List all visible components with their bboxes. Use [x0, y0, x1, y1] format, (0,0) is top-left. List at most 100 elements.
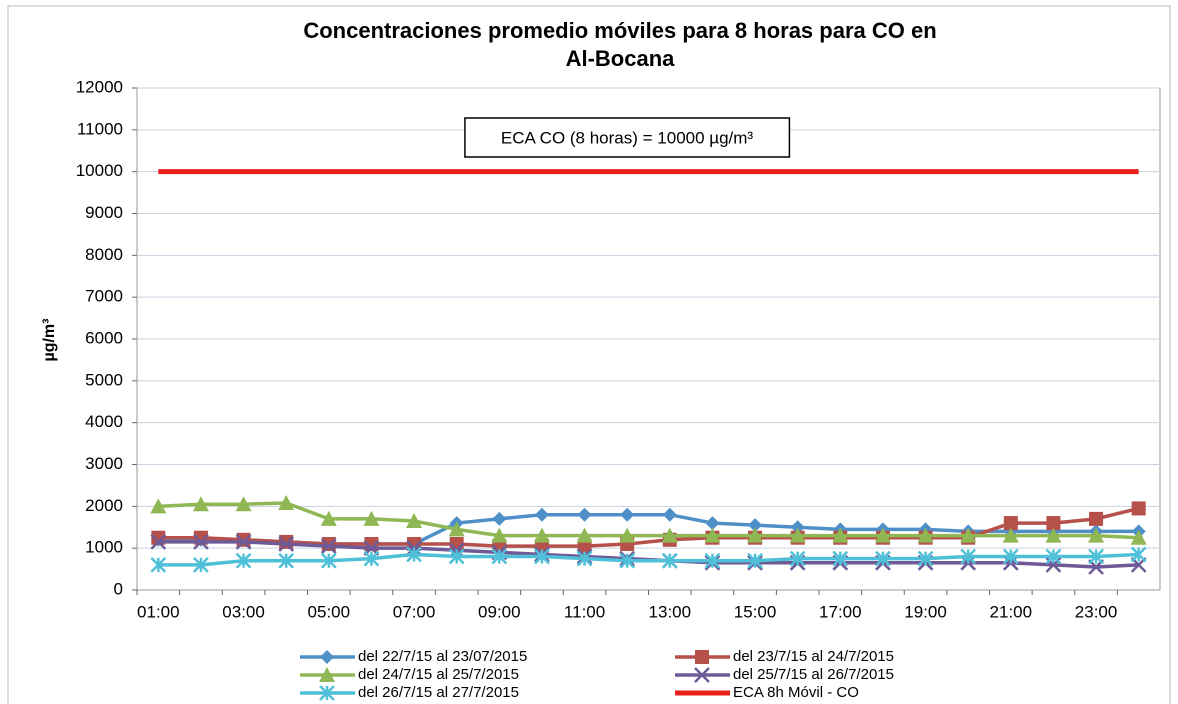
marker	[789, 550, 806, 567]
marker	[694, 667, 710, 683]
marker	[320, 650, 334, 664]
y-tick-label: 7000	[85, 287, 123, 306]
legend-label: del 22/7/15 al 23/07/2015	[358, 648, 527, 665]
marker	[279, 534, 294, 549]
legend-label: del 25/7/15 al 26/7/2015	[733, 666, 894, 683]
y-tick-label: 1000	[85, 538, 123, 557]
y-tick-label: 9000	[85, 203, 123, 222]
marker	[576, 527, 593, 543]
marker	[193, 534, 209, 550]
marker	[1046, 516, 1061, 531]
marker	[406, 546, 422, 563]
marker	[704, 527, 721, 543]
legend-item: del 25/7/15 al 26/7/2015	[675, 666, 894, 683]
legend-label: ECA 8h Móvil - CO	[733, 684, 859, 701]
marker	[320, 510, 337, 526]
legend-item: del 22/7/15 al 23/07/2015	[300, 648, 527, 665]
marker	[577, 507, 592, 522]
marker	[1088, 548, 1104, 565]
legend-label: del 23/7/15 al 24/7/2015	[733, 648, 894, 665]
x-tick-label: 15:00	[734, 602, 777, 621]
annotation: ECA CO (8 horas) = 10000 µg/m³	[501, 128, 753, 147]
marker	[620, 507, 635, 522]
x-tick-label: 09:00	[478, 602, 521, 621]
marker	[705, 516, 720, 531]
marker	[320, 538, 337, 554]
marker	[150, 557, 167, 573]
series-line	[158, 540, 1139, 569]
y-tick-label: 3000	[85, 454, 123, 473]
marker	[1045, 527, 1062, 543]
legend-label: del 24/7/15 al 25/7/2015	[358, 666, 519, 683]
marker	[960, 548, 977, 565]
marker	[491, 548, 508, 565]
marker	[492, 511, 507, 526]
y-tick-label: 4000	[85, 412, 123, 431]
marker	[448, 521, 465, 537]
chart-title: Al-Bocana	[566, 46, 676, 71]
legend-item: del 23/7/15 al 24/7/2015	[675, 648, 894, 665]
marker	[619, 527, 636, 543]
marker	[832, 550, 849, 567]
x-tick-label: 21:00	[990, 602, 1033, 621]
marker	[917, 527, 934, 543]
marker	[917, 550, 934, 567]
y-tick-label: 10000	[76, 161, 123, 180]
marker	[1131, 501, 1146, 516]
marker	[320, 552, 337, 569]
legend-item: del 26/7/15 al 27/7/2015	[300, 684, 519, 701]
marker	[619, 552, 636, 569]
marker	[278, 552, 295, 569]
marker	[1089, 511, 1104, 526]
y-tick-label: 5000	[85, 370, 123, 389]
marker	[278, 536, 295, 552]
marker	[662, 507, 677, 522]
marker	[235, 552, 252, 569]
marker	[235, 496, 252, 512]
y-axis-label: µg/m³	[41, 319, 58, 362]
x-tick-label: 13:00	[649, 602, 692, 621]
marker	[319, 685, 335, 701]
marker	[875, 550, 891, 567]
chart-title: Concentraciones promedio móviles para 8 …	[303, 18, 936, 43]
marker	[319, 667, 335, 682]
marker	[1045, 548, 1062, 565]
annotation-box	[464, 117, 791, 158]
y-tick-label: 0	[114, 579, 123, 598]
marker	[491, 527, 508, 543]
marker	[363, 510, 380, 526]
x-tick-label: 07:00	[393, 602, 436, 621]
marker	[321, 536, 336, 551]
marker	[747, 552, 763, 569]
marker	[874, 527, 891, 543]
y-tick-label: 2000	[85, 496, 123, 515]
chart-border	[7, 5, 1171, 704]
marker	[1130, 546, 1147, 563]
marker	[960, 527, 977, 543]
marker	[192, 496, 209, 512]
series-line	[158, 552, 1139, 567]
marker	[576, 550, 593, 567]
marker	[193, 557, 209, 573]
marker	[534, 507, 549, 522]
marker	[704, 552, 721, 569]
y-tick-label: 6000	[85, 328, 123, 347]
marker	[832, 527, 849, 543]
marker	[1002, 548, 1019, 565]
y-tick-label: 12000	[76, 77, 123, 96]
marker	[150, 534, 167, 550]
marker	[695, 650, 709, 664]
marker	[406, 512, 423, 528]
marker	[150, 498, 167, 514]
marker	[363, 550, 380, 567]
marker	[278, 494, 295, 510]
x-tick-label: 23:00	[1075, 602, 1118, 621]
marker	[661, 552, 678, 569]
marker	[235, 534, 252, 550]
marker	[1130, 529, 1147, 545]
x-tick-label: 05:00	[308, 602, 351, 621]
marker	[1088, 527, 1105, 543]
legend-label: del 26/7/15 al 27/7/2015	[358, 684, 519, 701]
y-tick-label: 8000	[85, 245, 123, 264]
